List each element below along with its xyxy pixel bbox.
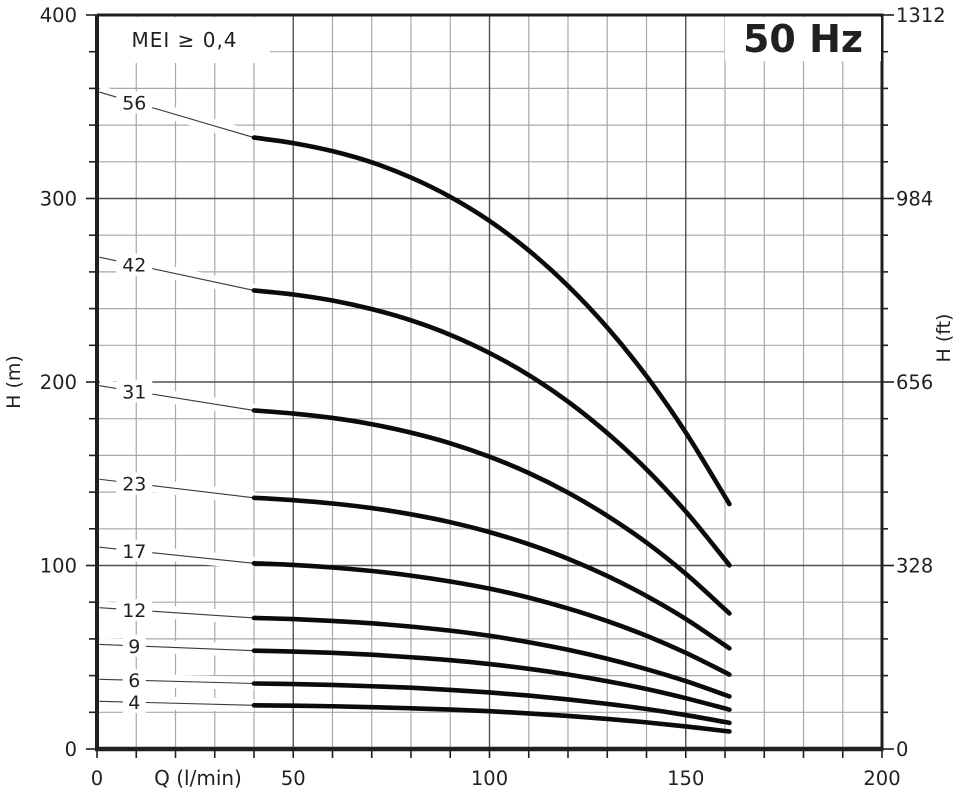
curve-label-box <box>116 91 153 114</box>
pump-curve-12 <box>251 615 732 699</box>
y-axis-title-left: H (m) <box>3 355 25 409</box>
x-tick-label: 0 <box>91 767 103 790</box>
pump-curve-6 <box>251 681 732 726</box>
curve-label: 42 <box>122 255 146 277</box>
curve-label: 31 <box>122 381 146 403</box>
y-axis-title-right: H (ft) <box>933 313 955 363</box>
curve-label-box <box>116 472 153 495</box>
y-right-tick-label: 1312 <box>896 4 946 27</box>
y-left-tick-label: 400 <box>40 4 77 27</box>
x-tick-label: 100 <box>471 767 508 790</box>
x-tick-label: 50 <box>281 767 306 790</box>
y-right-tick-label: 0 <box>896 738 908 761</box>
y-right-tick-label: 656 <box>896 371 933 394</box>
y-left-tick-label: 0 <box>65 738 77 761</box>
x-axis-title: Q (l/min) <box>154 766 242 790</box>
curve-label-box <box>116 253 153 276</box>
y-left-tick-label: 100 <box>40 555 77 578</box>
curve-label: 23 <box>122 473 146 495</box>
pump-curve-9 <box>251 648 732 712</box>
curve-label-box <box>122 634 146 657</box>
y-right-tick-label: 984 <box>896 188 933 211</box>
pump-curve-17 <box>251 560 732 677</box>
curve-label: 17 <box>122 541 146 563</box>
mei-badge: MEI ≥ 0,4 <box>99 17 270 63</box>
curve-label-box <box>122 669 146 692</box>
curve-label-box <box>116 539 153 562</box>
curve-label: 4 <box>128 692 140 714</box>
pump-curve-42 <box>251 288 732 568</box>
pump-curve-4 <box>251 703 732 734</box>
pump-curve-56 <box>251 135 732 507</box>
frequency-badge: 50 Hz <box>725 17 881 61</box>
y-right-tick-label: 328 <box>896 555 933 578</box>
curve-label: 9 <box>128 636 140 658</box>
curve-label: 6 <box>128 670 140 692</box>
curve-label: 56 <box>122 92 146 114</box>
y-left-tick-label: 300 <box>40 188 77 211</box>
curve-label-box <box>116 380 153 403</box>
curve-label-box <box>116 599 153 622</box>
x-tick-label: 200 <box>863 767 900 790</box>
curve-label-box <box>122 691 146 714</box>
curve-label: 12 <box>122 600 146 622</box>
y-left-tick-label: 200 <box>40 371 77 394</box>
pump-curve-23 <box>251 495 732 651</box>
pump-curve-31 <box>251 408 732 616</box>
x-tick-label: 150 <box>667 767 704 790</box>
